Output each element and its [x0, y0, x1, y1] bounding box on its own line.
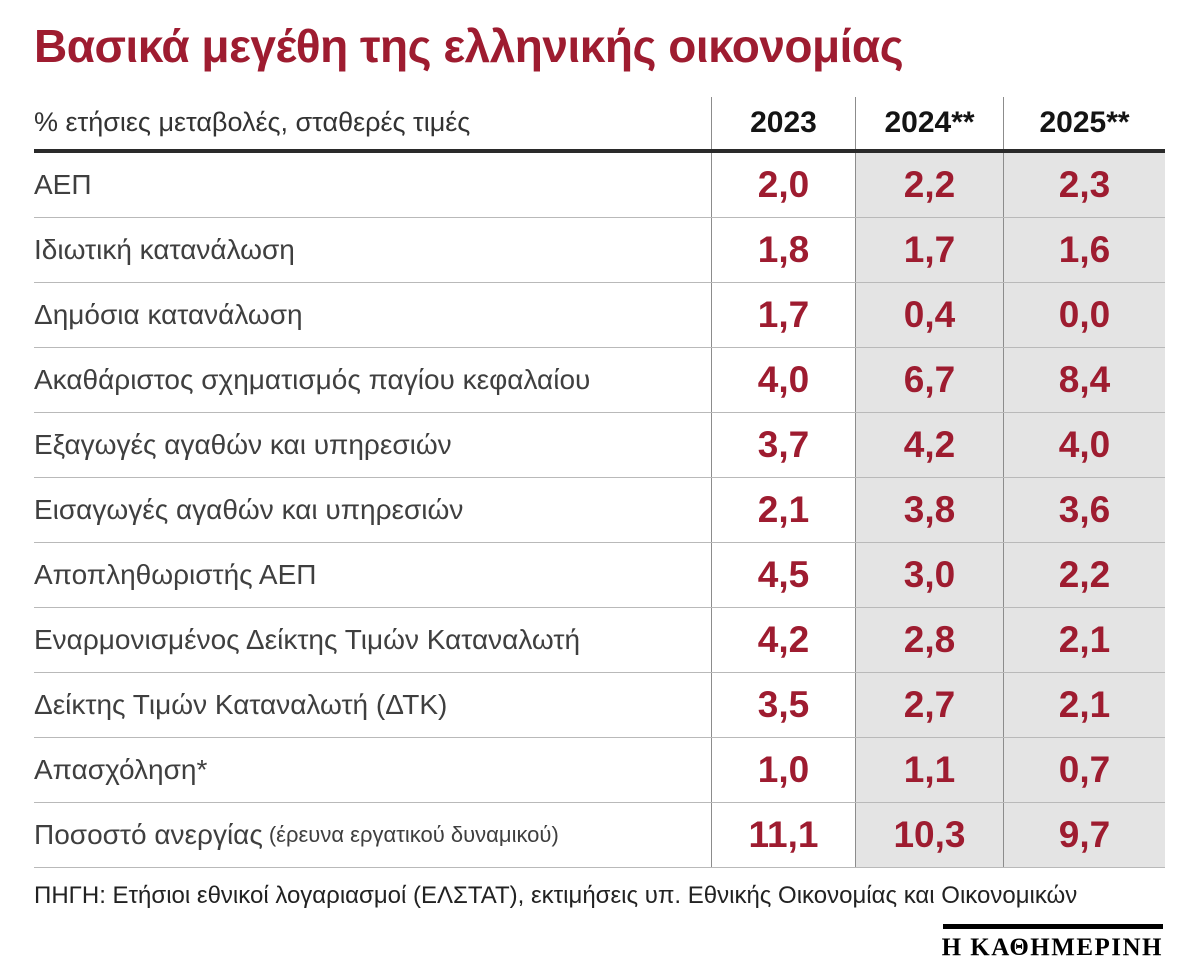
column-header-2025: 2025**: [1003, 96, 1165, 149]
table-row: Αποπληθωριστής ΑΕΠ 4,5 3,0 2,2: [34, 542, 1165, 608]
value-cell: 2,2: [1003, 542, 1165, 607]
row-label-note: (έρευνα εργατικού δυναμικού): [268, 821, 559, 847]
value-cell: 2,2: [855, 152, 1003, 217]
value-cell: 9,7: [1003, 802, 1165, 867]
table-row: ΑΕΠ 2,0 2,2 2,3: [34, 152, 1165, 218]
value-cell: 2,1: [1003, 672, 1165, 737]
row-label: Εναρμονισμένος Δείκτης Τιμών Καταναλωτή: [34, 623, 581, 655]
value-cell: 3,8: [855, 477, 1003, 542]
row-label: Αποπληθωριστής ΑΕΠ: [34, 558, 317, 590]
table-row: Ποσοστό ανεργίας (έρευνα εργατικού δυναμι…: [34, 802, 1165, 868]
table-row: Εισαγωγές αγαθών και υπηρεσιών 2,1 3,8 3,6: [34, 477, 1165, 543]
value-cell: 1,7: [711, 282, 855, 347]
value-cell: 8,4: [1003, 347, 1165, 412]
value-cell: 2,1: [1003, 607, 1165, 672]
row-label: Απασχόληση*: [34, 753, 208, 785]
column-header-2023: 2023: [711, 96, 855, 149]
value-cell: 6,7: [855, 347, 1003, 412]
page-title: Βασικά μεγέθη της ελληνικής οικονομίας: [34, 20, 904, 72]
table-row: Ακαθάριστος σχηματισμός παγίου κεφαλαίου…: [34, 347, 1165, 413]
table-row: Εξαγωγές αγαθών και υπηρεσιών 3,7 4,2 4,0: [34, 412, 1165, 478]
value-cell: 0,7: [1003, 737, 1165, 802]
value-cell: 3,5: [711, 672, 855, 737]
column-header-2024: 2024**: [855, 96, 1003, 149]
value-cell: 4,5: [711, 542, 855, 607]
source-note: ΠΗΓΗ: Ετήσιοι εθνικοί λογαριασμοί (ΕΛΣΤΑ…: [34, 881, 1078, 909]
row-label: ΑΕΠ: [34, 168, 92, 200]
masthead-rule: [943, 923, 1163, 929]
value-cell: 1,1: [855, 737, 1003, 802]
value-cell: 4,0: [711, 347, 855, 412]
row-label: Δημόσια κατανάλωση: [34, 298, 303, 330]
row-label: Ιδιωτική κατανάλωση: [34, 233, 295, 265]
value-cell: 10,3: [855, 802, 1003, 867]
brand-logo: Η ΚΑΘΗΜΕΡΙΝΗ: [941, 933, 1163, 961]
value-cell: 4,0: [1003, 412, 1165, 477]
table-header: % ετήσιες μεταβολές, σταθερές τιμές 2023…: [34, 96, 1165, 153]
masthead: Η ΚΑΘΗΜΕΡΙΝΗ: [34, 923, 1165, 962]
value-cell: 1,8: [711, 217, 855, 282]
value-cell: 1,6: [1003, 217, 1165, 282]
value-cell: 1,7: [855, 217, 1003, 282]
table-row: Απασχόληση* 1,0 1,1 0,7: [34, 737, 1165, 803]
row-label: Εξαγωγές αγαθών και υπηρεσιών: [34, 428, 452, 460]
table-row: Ιδιωτική κατανάλωση 1,8 1,7 1,6: [34, 217, 1165, 283]
value-cell: 2,1: [711, 477, 855, 542]
value-cell: 11,1: [711, 802, 855, 867]
value-cell: 2,8: [855, 607, 1003, 672]
unit-label: % ετήσιες μεταβολές, σταθερές τιμές: [34, 107, 471, 138]
row-label: Εισαγωγές αγαθών και υπηρεσιών: [34, 493, 464, 525]
value-cell: 2,3: [1003, 152, 1165, 217]
row-label: Δείκτης Τιμών Καταναλωτή (ΔΤΚ): [34, 688, 448, 720]
value-cell: 0,0: [1003, 282, 1165, 347]
row-label: Ποσοστό ανεργίας (έρευνα εργατικού δυναμι…: [34, 818, 559, 850]
row-label: Ακαθάριστος σχηματισμός παγίου κεφαλαίου: [34, 363, 591, 395]
value-cell: 2,7: [855, 672, 1003, 737]
table-row: Δημόσια κατανάλωση 1,7 0,4 0,0: [34, 282, 1165, 348]
table-row: Εναρμονισμένος Δείκτης Τιμών Καταναλωτή 4…: [34, 607, 1165, 673]
value-cell: 1,0: [711, 737, 855, 802]
value-cell: 4,2: [855, 412, 1003, 477]
value-cell: 3,6: [1003, 477, 1165, 542]
table-body: ΑΕΠ 2,0 2,2 2,3 Ιδιωτική κατανάλωση 1,8 1,7 1,6…: [34, 152, 1165, 868]
value-cell: 2,0: [711, 152, 855, 217]
value-cell: 3,0: [855, 542, 1003, 607]
value-cell: 0,4: [855, 282, 1003, 347]
value-cell: 3,7: [711, 412, 855, 477]
table-row: Δείκτης Τιμών Καταναλωτή (ΔΤΚ) 3,5 2,7 2,1: [34, 672, 1165, 738]
value-cell: 4,2: [711, 607, 855, 672]
